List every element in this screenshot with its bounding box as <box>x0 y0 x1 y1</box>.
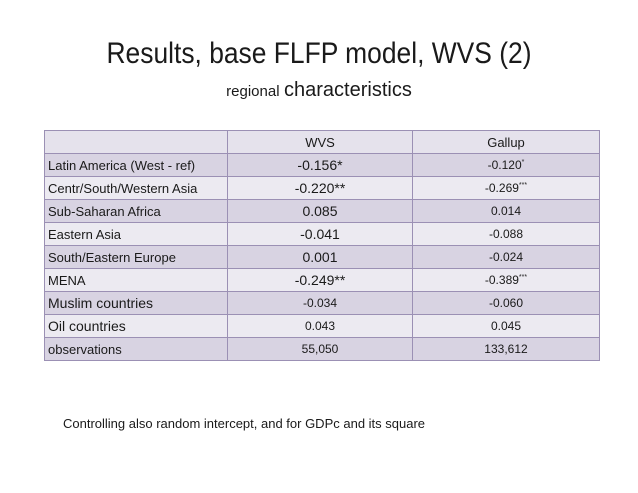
table-row: Sub-Saharan Africa 0.085 0.014 <box>44 199 600 223</box>
gallup-sig: *** <box>518 182 528 189</box>
wvs-value: 0.085 <box>227 199 413 223</box>
wvs-value: 0.001 <box>227 245 413 269</box>
subtitle-part-regional: regional <box>226 83 280 100</box>
table-row: Oil countries 0.043 0.045 <box>44 314 600 338</box>
table-row: South/Eastern Europe 0.001 -0.024 <box>44 245 600 269</box>
wvs-value: 0.043 <box>227 314 413 338</box>
header-cell-label <box>44 130 228 154</box>
gallup-value: -0.389*** <box>412 268 600 292</box>
gallup-value: 133,612 <box>412 337 600 361</box>
row-label: Sub-Saharan Africa <box>44 199 228 223</box>
gallup-value: 0.045 <box>412 314 600 338</box>
table-row: MENA -0.249** -0.389*** <box>44 268 600 292</box>
wvs-value: -0.156* <box>227 153 413 177</box>
gallup-sig: *** <box>518 274 528 281</box>
row-label: Centr/South/Western Asia <box>44 176 228 200</box>
slide-title: Results, base FLFP model, WVS (2) <box>106 37 532 70</box>
table-header-row: WVS Gallup <box>44 130 600 154</box>
results-table: WVS Gallup Latin America (West - ref) -0… <box>44 130 600 361</box>
table-row: Latin America (West - ref) -0.156* -0.12… <box>44 153 600 177</box>
wvs-value: -0.220** <box>227 176 413 200</box>
row-label: Muslim countries <box>44 291 228 315</box>
row-label: MENA <box>44 268 228 292</box>
gallup-value: -0.024 <box>412 245 600 269</box>
row-label: Eastern Asia <box>44 222 228 246</box>
header-cell-gallup: Gallup <box>412 130 600 154</box>
gallup-coef: -0.120 <box>487 158 522 172</box>
gallup-coef: -0.060 <box>488 296 524 310</box>
gallup-value: -0.088 <box>412 222 600 246</box>
gallup-value: -0.120* <box>412 153 600 177</box>
row-label: Oil countries <box>44 314 228 338</box>
table-row: Eastern Asia -0.041 -0.088 <box>44 222 600 246</box>
gallup-value: 0.014 <box>412 199 600 223</box>
gallup-coef: 0.045 <box>490 319 522 333</box>
row-label: Latin America (West - ref) <box>44 153 228 177</box>
table-row: Centr/South/Western Asia -0.220** -0.269… <box>44 176 600 200</box>
gallup-coef: 0.014 <box>490 204 522 218</box>
subtitle-part-characteristics: characteristics <box>284 79 412 101</box>
header-cell-wvs: WVS <box>227 130 413 154</box>
wvs-value: 55,050 <box>227 337 413 361</box>
gallup-value: -0.060 <box>412 291 600 315</box>
gallup-value: -0.269*** <box>412 176 600 200</box>
wvs-value: -0.249** <box>227 268 413 292</box>
table-row: Muslim countries -0.034 -0.060 <box>44 291 600 315</box>
wvs-value: -0.041 <box>227 222 413 246</box>
footnote: Controlling also random intercept, and f… <box>63 416 426 431</box>
wvs-value: -0.034 <box>227 291 413 315</box>
slide-subtitle: regional characteristics <box>0 78 638 104</box>
gallup-coef: -0.269 <box>484 181 519 195</box>
row-label: South/Eastern Europe <box>44 245 228 269</box>
row-label: observations <box>44 337 228 361</box>
gallup-coef: 133,612 <box>484 342 528 356</box>
gallup-coef: -0.088 <box>488 227 524 241</box>
gallup-coef: -0.389 <box>484 273 519 287</box>
gallup-coef: -0.024 <box>488 250 524 264</box>
gallup-sig: * <box>521 159 525 166</box>
table-row: observations 55,050 133,612 <box>44 337 600 361</box>
